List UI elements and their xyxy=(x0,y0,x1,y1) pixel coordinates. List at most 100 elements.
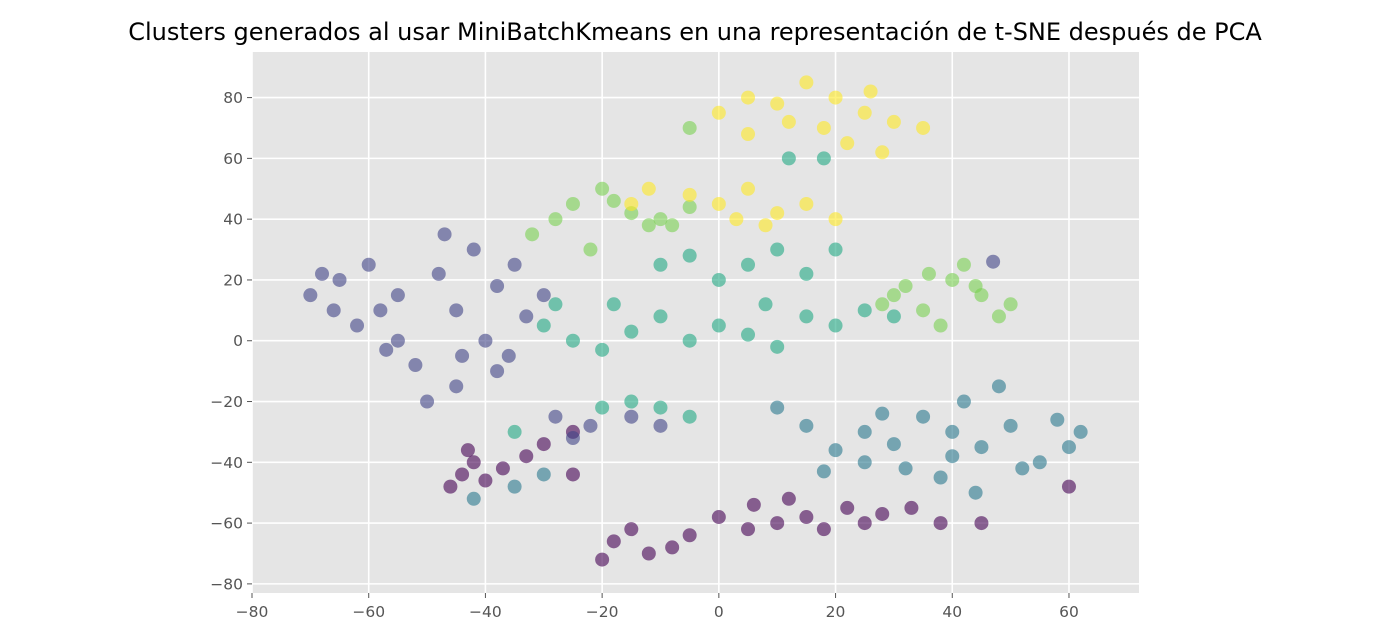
scatter-point-cluster-4 xyxy=(945,272,960,287)
y-tick-label: 0 xyxy=(233,332,243,350)
scatter-point-cluster-1 xyxy=(478,333,493,348)
scatter-point-cluster-3 xyxy=(828,242,843,257)
scatter-point-cluster-5 xyxy=(624,196,639,211)
scatter-point-cluster-0 xyxy=(682,528,697,543)
scatter-point-cluster-1 xyxy=(986,254,1001,269)
x-tick-label: −40 xyxy=(469,603,502,621)
scatter-point-cluster-4 xyxy=(595,181,610,196)
scatter-point-cluster-0 xyxy=(624,522,639,537)
y-tick-label: 20 xyxy=(223,271,243,289)
scatter-point-cluster-3 xyxy=(857,303,872,318)
scatter-point-cluster-2 xyxy=(898,461,913,476)
scatter-points xyxy=(303,75,1088,567)
y-tick-label: 60 xyxy=(223,150,243,168)
scatter-point-cluster-1 xyxy=(431,266,446,281)
y-tick-label: −40 xyxy=(210,454,243,472)
x-tick-label: 60 xyxy=(1059,603,1079,621)
x-tick-label: −60 xyxy=(352,603,385,621)
scatter-point-cluster-5 xyxy=(641,181,656,196)
scatter-point-cluster-5 xyxy=(840,136,855,151)
x-tick-label: −80 xyxy=(236,603,269,621)
scatter-point-cluster-3 xyxy=(507,424,522,439)
scatter-point-cluster-0 xyxy=(781,491,796,506)
chart-title: Clusters generados al usar MiniBatchKmea… xyxy=(128,18,1262,46)
scatter-point-cluster-1 xyxy=(449,303,464,318)
scatter-point-cluster-1 xyxy=(519,309,534,324)
scatter-point-cluster-3 xyxy=(711,318,726,333)
scatter-point-cluster-5 xyxy=(816,120,831,135)
scatter-point-cluster-4 xyxy=(898,279,913,294)
scatter-point-cluster-1 xyxy=(315,266,330,281)
scatter-point-cluster-1 xyxy=(420,394,435,409)
scatter-point-cluster-2 xyxy=(466,491,481,506)
scatter-point-cluster-0 xyxy=(460,443,475,458)
scatter-point-cluster-1 xyxy=(583,418,598,433)
scatter-point-cluster-2 xyxy=(799,418,814,433)
scatter-point-cluster-2 xyxy=(974,440,989,455)
scatter-point-cluster-0 xyxy=(1061,479,1076,494)
scatter-point-cluster-2 xyxy=(857,455,872,470)
scatter-point-cluster-5 xyxy=(729,212,744,227)
y-tick-label: 40 xyxy=(223,211,243,229)
y-tick-label: −20 xyxy=(210,393,243,411)
scatter-point-cluster-0 xyxy=(641,546,656,561)
scatter-point-cluster-1 xyxy=(332,272,347,287)
scatter-point-cluster-5 xyxy=(799,75,814,90)
scatter-point-cluster-3 xyxy=(799,309,814,324)
scatter-point-cluster-2 xyxy=(536,467,551,482)
scatter-point-cluster-3 xyxy=(548,297,563,312)
scatter-point-cluster-5 xyxy=(758,218,773,233)
scatter-point-cluster-1 xyxy=(507,257,522,272)
scatter-point-cluster-1 xyxy=(449,379,464,394)
scatter-point-cluster-1 xyxy=(490,279,505,294)
scatter-point-cluster-5 xyxy=(886,114,901,129)
scatter-point-cluster-0 xyxy=(606,534,621,549)
scatter-point-cluster-2 xyxy=(886,437,901,452)
scatter-point-cluster-3 xyxy=(536,318,551,333)
scatter-point-cluster-0 xyxy=(741,522,756,537)
x-tick-label: 40 xyxy=(942,603,962,621)
scatter-point-cluster-5 xyxy=(770,96,785,111)
scatter-point-cluster-4 xyxy=(525,227,540,242)
scatter-point-cluster-3 xyxy=(799,266,814,281)
scatter-point-cluster-5 xyxy=(875,145,890,160)
scatter-point-cluster-2 xyxy=(828,443,843,458)
scatter-point-cluster-0 xyxy=(840,500,855,515)
scatter-point-cluster-4 xyxy=(921,266,936,281)
y-tick-label: −80 xyxy=(210,575,243,593)
scatter-point-cluster-1 xyxy=(437,227,452,242)
scatter-point-cluster-2 xyxy=(991,379,1006,394)
scatter-point-cluster-2 xyxy=(933,470,948,485)
scatter-point-cluster-5 xyxy=(828,212,843,227)
scatter-point-cluster-3 xyxy=(653,309,668,324)
scatter-point-cluster-3 xyxy=(770,242,785,257)
scatter-point-cluster-3 xyxy=(741,327,756,342)
scatter-point-cluster-0 xyxy=(565,467,580,482)
scatter-point-cluster-1 xyxy=(490,364,505,379)
scatter-point-cluster-4 xyxy=(583,242,598,257)
scatter-point-cluster-0 xyxy=(665,540,680,555)
scatter-point-cluster-2 xyxy=(916,409,931,424)
scatter-point-cluster-1 xyxy=(653,418,668,433)
scatter-point-cluster-3 xyxy=(595,342,610,357)
scatter-point-cluster-4 xyxy=(653,212,668,227)
scatter-point-cluster-0 xyxy=(443,479,458,494)
scatter-point-cluster-3 xyxy=(711,272,726,287)
scatter-point-cluster-1 xyxy=(303,288,318,303)
scatter-point-cluster-1 xyxy=(455,348,470,363)
scatter-point-cluster-2 xyxy=(816,464,831,479)
scatter-point-cluster-1 xyxy=(350,318,365,333)
scatter-point-cluster-5 xyxy=(711,196,726,211)
scatter-point-cluster-3 xyxy=(565,333,580,348)
scatter-point-cluster-0 xyxy=(857,516,872,531)
scatter-point-cluster-4 xyxy=(665,218,680,233)
plot-background xyxy=(252,52,1139,593)
scatter-point-cluster-3 xyxy=(653,400,668,415)
scatter-point-cluster-0 xyxy=(933,516,948,531)
scatter-point-cluster-5 xyxy=(741,181,756,196)
scatter-point-cluster-5 xyxy=(741,127,756,142)
scatter-point-cluster-3 xyxy=(741,257,756,272)
scatter-point-cluster-5 xyxy=(682,187,697,202)
scatter-point-cluster-0 xyxy=(466,455,481,470)
scatter-point-cluster-1 xyxy=(373,303,388,318)
